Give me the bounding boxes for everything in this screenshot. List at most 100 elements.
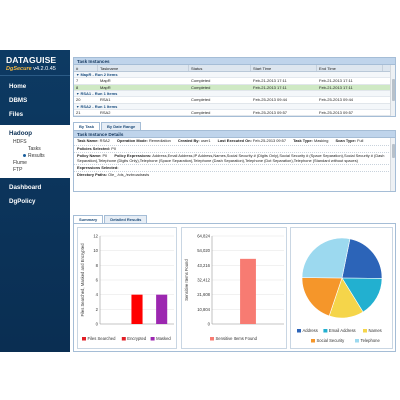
task-instance-details-panel: Task Instance Details Task Name: RSA2 Op… (73, 130, 396, 192)
details-tabs: By Task By Date Range (73, 122, 396, 130)
y-axis-label: Sensitive Items Found (184, 259, 189, 301)
details-area: By Task By Date Range Task Instance Deta… (73, 122, 396, 192)
table-cell: Feb-25-2013 09:44 (253, 97, 288, 102)
policies-row: Policies Selected: PII (74, 146, 395, 154)
bar-masked[interactable] (156, 294, 168, 324)
task-instances-panel: Task Instances # Taskname Status Start T… (73, 57, 396, 117)
active-dot-icon (23, 154, 26, 158)
y-tick-label: 0 (96, 322, 99, 327)
legend-label: Masked (156, 336, 171, 341)
y-tick-label: 2 (96, 307, 99, 312)
column-header[interactable]: Start Time (251, 65, 317, 71)
table-cell: Completed (191, 109, 211, 115)
directory-paths-row: Directory Paths: Ole_ /ols_/ezbroadrasts (77, 172, 150, 178)
y-tick-label: 21,608 (197, 292, 210, 297)
y-tick-label: 32,412 (197, 278, 210, 283)
collapse-triangle-icon[interactable]: ▼ (76, 104, 80, 109)
legend-swatch (121, 337, 126, 341)
legend-label: Names (369, 328, 382, 333)
scrollbar-thumb[interactable] (392, 79, 395, 101)
tab-detailed-results[interactable]: Detailed Results (104, 215, 148, 223)
y-tick-label: 10 (93, 248, 98, 253)
summary-tabs: Summary Detailed Results (73, 215, 396, 223)
table-header: # Taskname Status Start Time End Time (74, 65, 395, 72)
table-row[interactable]: 21 RSA2 Completed Feb-25-2013 09:57 Feb-25-2… (74, 109, 395, 116)
table-cell: MapR (100, 84, 111, 90)
column-header[interactable]: Status (189, 65, 251, 71)
details-summary-row: Task Name: RSA2 Operation Mode: Remediat… (74, 138, 395, 146)
legend-swatch (323, 329, 328, 333)
table-cell: Completed (191, 78, 211, 83)
created-by-value: user1 (200, 138, 211, 143)
policies-value: PII (111, 145, 116, 151)
table-row[interactable]: 20 RSA1 Completed Feb-25-2013 09:44 Feb-25-2… (74, 97, 395, 104)
collapse-triangle-icon[interactable]: ▼ (76, 73, 80, 77)
bar-sensitive-items-found[interactable] (240, 258, 256, 324)
policy-name-value: PII (102, 153, 108, 159)
table-cell: 20 (76, 97, 81, 102)
table-group-row[interactable]: ▼RSA1 - Run 1 Items (74, 91, 395, 97)
product-name: DgSecure (6, 66, 32, 72)
table-cell: Completed (191, 97, 211, 102)
collapse-triangle-icon[interactable]: ▼ (76, 92, 80, 96)
sidebar-item-results[interactable]: Results (0, 153, 70, 160)
table-scrollbar[interactable] (390, 65, 395, 116)
legend-label: Files Searched (88, 336, 117, 341)
sidebar-item-hadoop[interactable]: Hadoop (9, 130, 33, 137)
pie-slice-address[interactable] (341, 238, 383, 279)
summary-panel: 0 2 4 6 8 10 12 Files Searched, Masked and Encr… (73, 223, 396, 352)
column-header[interactable]: End Time (317, 65, 383, 71)
table-cell: Feb-21-2013 17:11 (253, 78, 287, 83)
legend-label: Address (303, 328, 318, 333)
sidebar-item-dbms[interactable]: DBMS (9, 97, 28, 104)
task-type-value: Masking (313, 138, 329, 143)
files-bar-chart: 0 2 4 6 8 10 12 Files Searched, Masked and Encr… (77, 227, 177, 349)
table-group-row[interactable]: ▼RSA2 - Run 1 Items (74, 103, 395, 110)
pie-slice-telephone[interactable] (301, 237, 351, 279)
legend-swatch (150, 337, 155, 341)
sidebar-item-dgpolicy[interactable]: DgPolicy (9, 198, 36, 205)
legend-label: Email Address (329, 328, 356, 333)
sidebar-item-flume[interactable]: Flume (13, 160, 27, 166)
tab-by-task[interactable]: By Task (73, 122, 101, 130)
op-mode-value: Remediation (148, 138, 171, 143)
brand-product: DgSecure v4.2.0.45 (6, 65, 66, 73)
sidebar-item-home[interactable]: Home (9, 83, 27, 90)
table-cell: Feb-25-2013 09:44 (319, 97, 354, 102)
y-tick-label: 10,804 (197, 307, 210, 312)
bar-encrypted[interactable] (131, 294, 143, 324)
app-window: DATAGUISE DgSecure v4.2.0.45 Home DBMS F… (0, 50, 400, 352)
y-tick-label: 54,020 (197, 248, 210, 253)
dir-paths-value: Ole_ /ols_/ezbroadrasts (108, 172, 150, 178)
table-row[interactable]: 7 MapR Completed Feb-21-2013 17:11 Feb-21-20… (74, 78, 395, 85)
y-tick-label: 4 (96, 292, 99, 297)
y-axis-label: Files Searched, Masked and Encrypted (80, 243, 85, 317)
y-tick-label: 8 (96, 263, 99, 268)
sensitive-items-bar-chart-svg: 0 10,804 21,608 32,412 43,216 54,020 64,824 Sen… (184, 234, 284, 341)
table-cell: Feb-25-2013 09:57 (253, 109, 288, 115)
product-version: v4.2.0.45 (33, 66, 56, 72)
table-group-row[interactable]: ▼MapR - Run 2 Items (74, 72, 395, 78)
table-row[interactable]: 8 MapR Completed Feb-21-2013 17:11 Feb-21-20… (74, 84, 395, 91)
tab-summary[interactable]: Summary (73, 215, 104, 223)
sidebar-item-ftp[interactable]: FTP (13, 167, 23, 173)
details-scrollbar[interactable] (390, 138, 395, 191)
sidebar-item-hdfs[interactable]: HDFS (13, 139, 27, 145)
sidebar-item-files[interactable]: Files (9, 111, 24, 118)
sidebar-item-dashboard[interactable]: Dashboard (9, 184, 42, 191)
sidebar-group-hadoop: Hadoop HDFS Tasks Results Flume FTP (0, 125, 70, 178)
details-title: Task Instance Details (74, 131, 395, 138)
pie-chart-svg: Address Email Address Names Social Security… (297, 237, 383, 343)
column-header[interactable]: # (74, 65, 98, 71)
tab-by-date-range[interactable]: By Date Range (101, 122, 142, 130)
legend-swatch (355, 339, 359, 343)
table-cell: Feb-25-2013 09:57 (319, 109, 354, 115)
scrollbar-thumb[interactable] (392, 144, 395, 158)
sidebar-item-tasks[interactable]: Tasks (28, 146, 41, 152)
pie-slice-social-security[interactable] (301, 277, 343, 317)
brand-logo: DATAGUISE DgSecure v4.2.0.45 (0, 50, 70, 76)
legend-swatch (210, 337, 214, 341)
legend-label: Encrypted (127, 336, 147, 341)
column-header[interactable]: Taskname (98, 65, 189, 71)
legend-swatch (82, 337, 86, 341)
